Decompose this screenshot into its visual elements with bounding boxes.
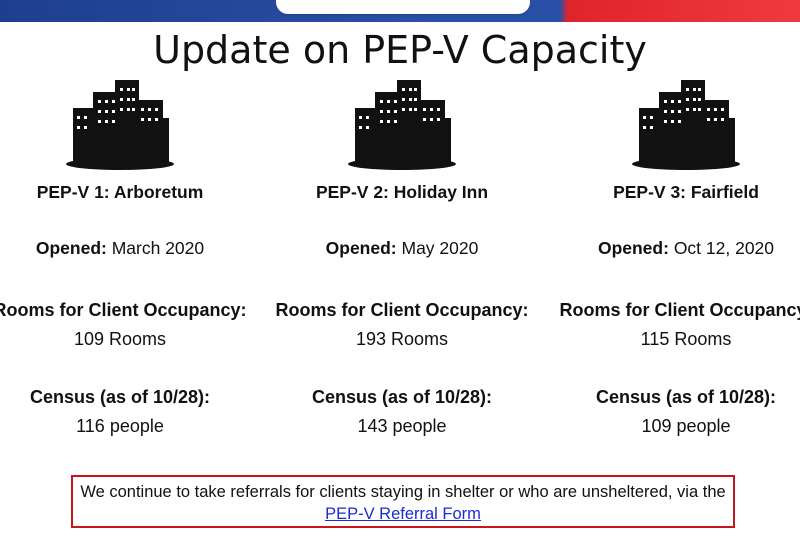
building-icon (348, 80, 456, 170)
referral-form-link[interactable]: PEP-V Referral Form (325, 505, 481, 523)
site-name: PEP-V 2: Holiday Inn (315, 182, 489, 202)
rooms-label: Rooms for Client Occupancy: (559, 300, 800, 320)
rooms-value: 115 Rooms (640, 329, 732, 349)
rooms-value: 193 Rooms (355, 329, 449, 349)
site-column-arboretum: PEP-V 1: Arboretum Opened: March 2020 Ro… (0, 78, 250, 438)
opened-line: Opened: March 2020 (0, 238, 250, 260)
census-value: 116 people (76, 416, 164, 436)
site-name: PEP-V 1: Arboretum (36, 182, 204, 202)
opened-label: Opened: (597, 238, 669, 258)
referral-notice: We continue to take referrals for client… (71, 475, 735, 528)
header-tab (276, 0, 530, 14)
site-column-fairfield: PEP-V 3: Fairfield Opened: Oct 12, 2020 … (556, 78, 800, 438)
census-label: Census (as of 10/28): (29, 387, 211, 407)
site-name: PEP-V 3: Fairfield (613, 182, 759, 202)
opened-value: March 2020 (111, 238, 205, 258)
opened-label: Opened: (325, 238, 397, 258)
opened-value: May 2020 (401, 238, 479, 258)
opened-value: Oct 12, 2020 (673, 238, 775, 258)
census-label: Census (as of 10/28): (311, 387, 493, 407)
census-label: Census (as of 10/28): (595, 387, 777, 407)
opened-line: Opened: Oct 12, 2020 (556, 238, 800, 260)
building-icon (66, 80, 174, 170)
site-column-holiday-inn: PEP-V 2: Holiday Inn Opened: May 2020 Ro… (272, 78, 532, 438)
rooms-value: 109 Rooms (73, 329, 167, 349)
rooms-label: Rooms for Client Occupancy: (0, 300, 247, 320)
census-value: 143 people (357, 416, 447, 436)
notice-text: We continue to take referrals for client… (80, 483, 726, 501)
opened-line: Opened: May 2020 (272, 238, 532, 260)
rooms-label: Rooms for Client Occupancy: (275, 300, 529, 320)
building-icon (632, 80, 740, 170)
slide-title: Update on PEP-V Capacity (153, 28, 647, 72)
census-value: 109 people (641, 416, 731, 436)
opened-label: Opened: (35, 238, 107, 258)
